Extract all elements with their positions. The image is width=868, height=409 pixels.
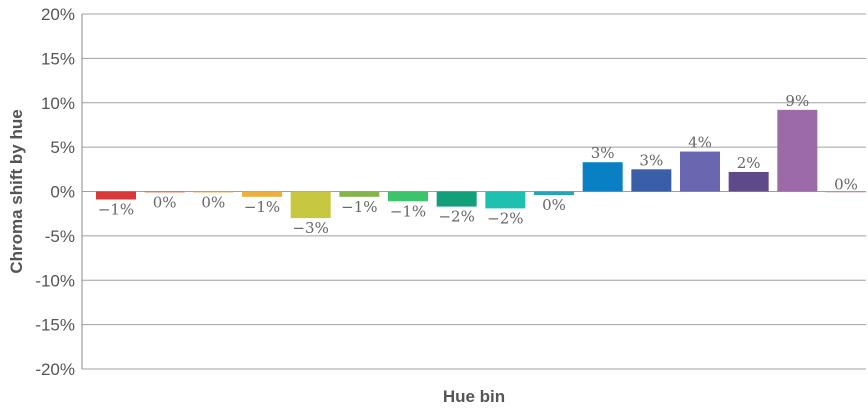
y-tick-label: -10% <box>35 271 75 290</box>
data-label: 9% <box>785 92 809 110</box>
data-label: −3% <box>292 219 328 237</box>
y-tick-label: 0% <box>50 183 75 202</box>
y-tick-label: 20% <box>41 5 75 24</box>
data-label: −1% <box>244 198 280 216</box>
data-label: 0% <box>201 193 225 211</box>
data-label: −1% <box>98 200 134 218</box>
data-label: −2% <box>487 209 523 227</box>
bar <box>582 162 623 192</box>
bar <box>436 191 477 207</box>
data-label: −2% <box>438 208 474 226</box>
data-label: 0% <box>542 196 566 214</box>
bar <box>96 191 136 200</box>
y-tick-label: 10% <box>41 94 75 113</box>
y-axis-title: Chroma shift by hue <box>7 109 26 273</box>
y-tick-label: 15% <box>41 49 75 68</box>
bar-series <box>96 109 866 219</box>
y-tick-label: -5% <box>45 227 75 246</box>
bar <box>242 191 282 197</box>
data-labels: −1% 0% 0% −1% −3% −1% −1% −2% −2% 0% 3% 3% 4% 2% 9% 0% <box>98 92 858 237</box>
data-label: 4% <box>688 134 712 152</box>
bar <box>680 151 720 192</box>
bar <box>339 191 380 197</box>
y-tick-label: -20% <box>35 360 75 379</box>
bar <box>534 191 574 196</box>
bar <box>826 191 866 193</box>
y-axis-tick-labels: 20% 15% 10% 5% 0% -5% -10% -15% -20% <box>35 5 75 379</box>
bar <box>290 191 331 219</box>
data-label: −1% <box>390 202 426 220</box>
data-label: 2% <box>737 154 761 172</box>
bar <box>193 191 234 193</box>
x-axis-title: Hue bin <box>443 387 505 406</box>
data-label: 0% <box>153 193 177 211</box>
bar <box>777 109 818 192</box>
bar <box>485 191 526 209</box>
data-label: −1% <box>341 198 377 216</box>
bar <box>388 191 428 202</box>
bar <box>728 171 769 192</box>
y-tick-label: -15% <box>35 316 75 335</box>
bar <box>144 191 185 193</box>
y-tick-label: 5% <box>50 138 75 157</box>
bar <box>631 169 672 192</box>
data-label: 3% <box>639 151 663 169</box>
data-label: 0% <box>834 176 858 194</box>
data-label: 3% <box>591 144 615 162</box>
